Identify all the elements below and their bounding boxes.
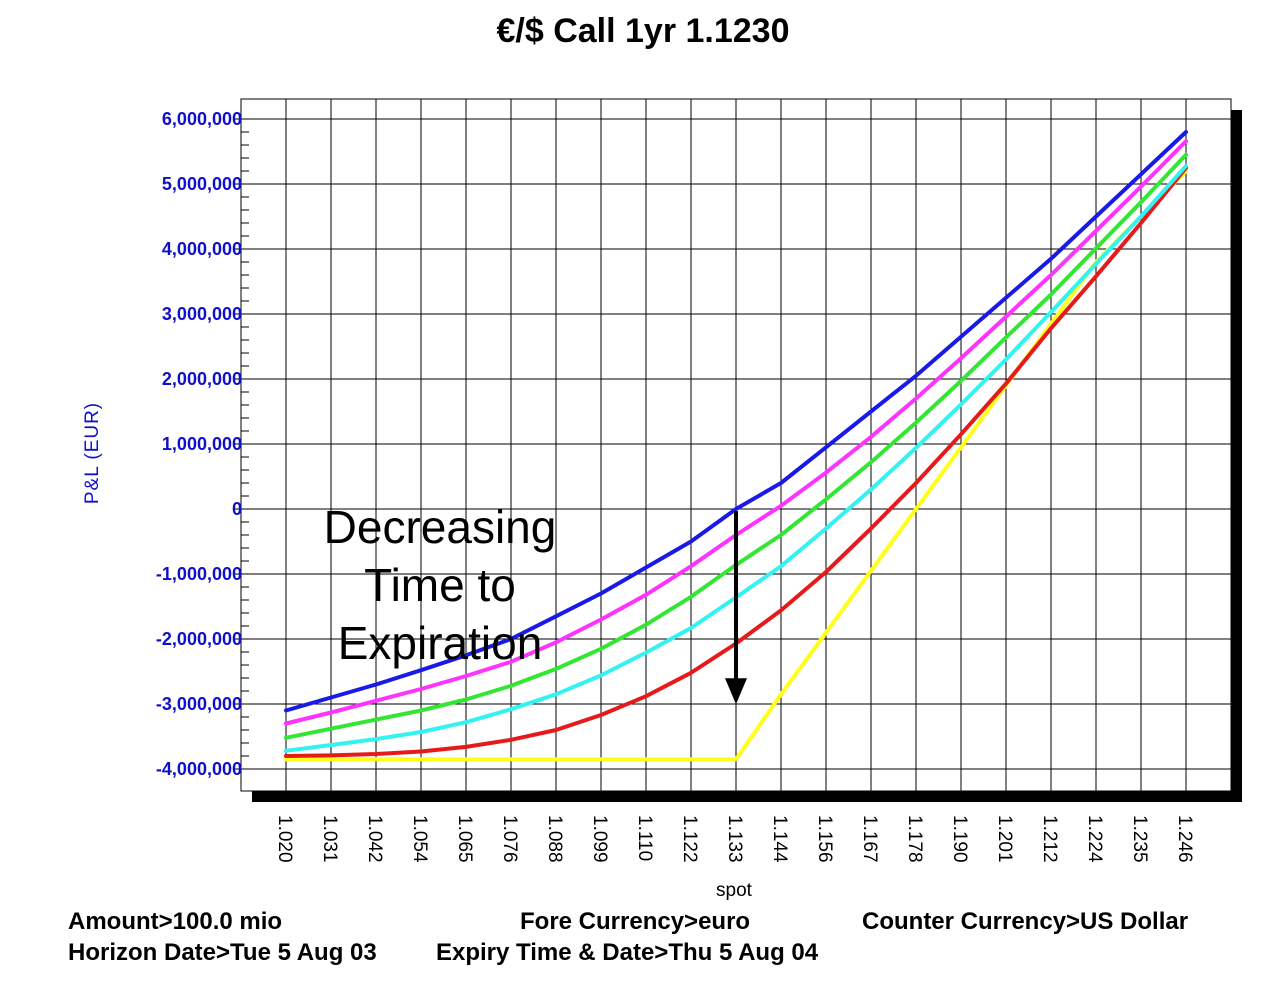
x-tick-label: 1.133: [724, 815, 745, 863]
minor-ticks: [241, 131, 249, 757]
y-tick-label: 5,000,000: [162, 174, 242, 194]
x-tick-label: 1.031: [319, 815, 340, 863]
footer-amount: Amount>100.0 mio: [68, 908, 283, 935]
y-axis: 6,000,000 5,000,000 4,000,000 3,000,000 2,00…: [156, 109, 242, 779]
x-tick-label: 1.042: [364, 815, 385, 863]
x-tick-label: 1.167: [859, 815, 880, 863]
y-axis-label: P&L (EUR): [82, 402, 103, 504]
annotation-line-2: Time to: [364, 559, 516, 611]
annotation-line-1: Decreasing: [324, 501, 557, 553]
x-tick-label: 1.190: [949, 815, 970, 863]
annotation-arrow-head: [725, 678, 747, 705]
y-tick-label: -1,000,000: [156, 564, 242, 584]
x-tick-label: 1.212: [1039, 815, 1060, 863]
x-tick-label: 1.224: [1084, 815, 1105, 863]
series-line-blue: [284, 130, 1188, 713]
annotation-line-3: Expiration: [338, 617, 543, 669]
y-tick-label: 1,000,000: [162, 434, 242, 454]
x-tick-label: 1.122: [679, 815, 700, 863]
x-tick-label: 1.099: [589, 815, 610, 863]
y-tick-label: -4,000,000: [156, 759, 242, 779]
x-tick-label: 1.178: [904, 815, 925, 863]
y-tick-label: -2,000,000: [156, 629, 242, 649]
y-tick-label: 6,000,000: [162, 109, 242, 129]
y-tick-label: -3,000,000: [156, 694, 242, 714]
footer-expiry: Expiry Time & Date>Thu 5 Aug 04: [436, 939, 819, 966]
footer-fore-currency: Fore Currency>euro: [520, 908, 751, 935]
x-tick-label: 1.088: [544, 815, 565, 863]
x-tick-label: 1.020: [274, 815, 295, 863]
footer-counter-currency: Counter Currency>US Dollar: [862, 908, 1189, 935]
y-tick-label: 2,000,000: [162, 369, 242, 389]
x-tick-label: 1.246: [1174, 815, 1195, 863]
x-tick-label: 1.054: [409, 815, 430, 863]
y-tick-label: 0: [232, 499, 242, 519]
x-tick-label: 1.201: [994, 815, 1015, 863]
x-tick-label: 1.076: [499, 815, 520, 863]
annotation: Decreasing Time to Expiration: [324, 501, 747, 705]
footer-horizon-date: Horizon Date>Tue 5 Aug 03: [68, 939, 377, 966]
y-tick-label: 3,000,000: [162, 304, 242, 324]
x-tick-label: 1.235: [1129, 815, 1150, 863]
x-axis: 1.020 1.031 1.042 1.054 1.065 1.076 1.088 1.099…: [274, 791, 1195, 863]
grid: [241, 99, 1231, 791]
x-tick-label: 1.110: [634, 815, 655, 861]
x-tick-label: 1.065: [454, 815, 475, 863]
x-tick-label: 1.156: [814, 815, 835, 863]
chart-title: €/$ Call 1yr 1.1230: [496, 12, 789, 50]
x-axis-label: spot: [716, 880, 753, 901]
x-tick-label: 1.144: [769, 815, 790, 863]
y-tick-label: 4,000,000: [162, 239, 242, 259]
